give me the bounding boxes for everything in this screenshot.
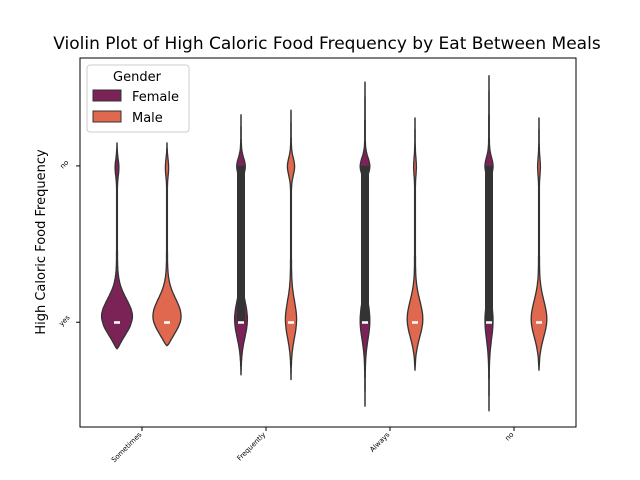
legend-label-male: Male [132,111,163,126]
x-tick-label-sometimes: Sometimes [110,431,144,465]
median-marker-male-no [536,321,542,324]
violin-female-sometimes [100,142,134,350]
chart-title: Violin Plot of High Caloric Food Frequen… [53,34,601,54]
median-marker-male-always [412,321,418,324]
plot-frame [79,57,577,428]
median-marker-female-no [486,321,492,324]
legend-title: Gender [113,70,162,85]
legend-swatch-male [92,110,122,123]
median-marker-male-frequently [288,321,294,324]
plot-area [100,75,548,412]
y-tick-label-yes: yes [57,313,71,327]
violin-male-no [530,117,548,371]
x-tick-label-no: no [504,431,516,443]
median-marker-male-sometimes [164,321,170,324]
median-marker-female-always [362,321,368,324]
violin-male-always [406,117,424,371]
x-tick-label-always: Always [368,431,391,454]
median-marker-female-frequently [238,321,244,324]
median-marker-female-sometimes [114,321,120,324]
violin-male-sometimes [152,142,182,347]
legend-label-female: Female [132,90,179,105]
violin-male-frequently [284,109,298,381]
iqr-box-female-no [485,165,493,323]
legend: Gender Female Male [86,64,190,133]
iqr-box-female-frequently [237,165,245,323]
y-axis-label: High Caloric Food Frequency [34,149,49,335]
y-axis: no yes [57,159,80,328]
x-tick-label-frequently: Frequently [236,431,268,463]
iqr-box-female-always [361,165,369,323]
x-axis: Sometimes Frequently Always no [110,427,515,464]
legend-swatch-female [92,89,122,102]
y-tick-label-no: no [59,159,71,171]
